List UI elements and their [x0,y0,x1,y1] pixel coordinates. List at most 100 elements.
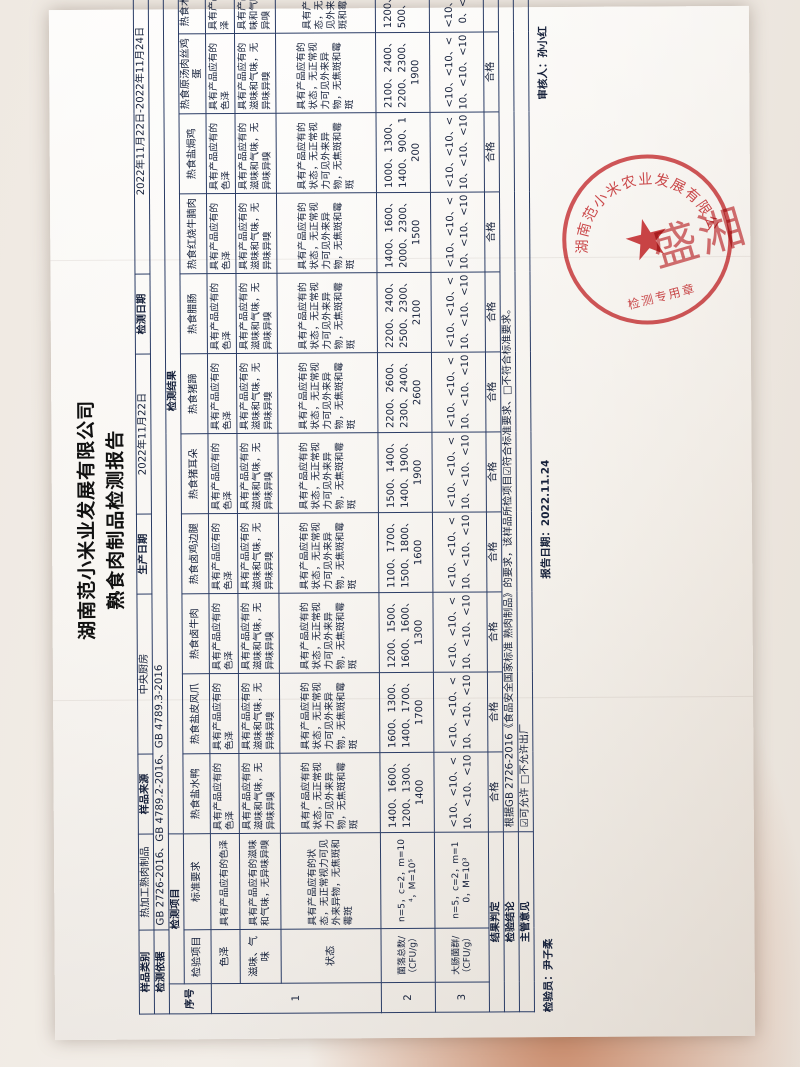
verdict-3: 合格 [487,591,503,672]
value-taste-6: 具有产品应有的滋味和气味，无异味异嗅 [236,353,279,434]
value-state-7: 具有产品应有的状态，无正常视力可见外来异物，无焦斑和霉斑 [277,272,378,354]
value-coliform-5: <10、<10、<10、<10、<10 [432,431,487,513]
table-row: 2 菌落总数/（CFU/g） n=5，c=2，m=10⁴，M=10⁵ 1400、… [375,0,436,1013]
value-coliform-4: <10、<10、<10、<10、<10 [432,511,488,593]
value-state-8: 具有产品应有的状态，无正常视力可见外来异物，无焦斑和霉斑 [276,192,378,274]
value-taste-8: 具有产品应有的滋味和气味，无异味异嗅 [235,193,278,274]
verdict-7: 合格 [485,271,501,352]
value-color-6: 具有产品应有的色泽 [207,353,238,434]
value-aerobic-2: 1600、1300、1400、1700、1700 [379,672,434,753]
value-taste-9: 具有产品应有的滋味和气味，无异味异嗅 [235,113,277,194]
row-no-3: 3 [435,981,490,1013]
value-color-3: 具有产品应有的色泽 [209,593,239,674]
col-product-5: 热食猪耳朵 [181,433,209,514]
row-no-1: 1 [211,982,382,1014]
value-coliform-1: <10、<10、<10、<10、<10 [433,751,489,833]
sample-category-value: 热加工熟肉制品 [138,834,155,931]
value-color-7: 具有产品应有的色泽 [207,273,237,354]
verdict-2: 合格 [487,671,504,752]
col-product-2: 热食盐皮风爪 [182,673,211,754]
col-product-9: 热食盐焗鸡 [179,113,207,194]
col-product-6: 热食猪蹄 [180,353,209,434]
value-aerobic-9: 1000、1300、1400、900、1200 [376,112,431,193]
verdict-9: 合格 [484,111,500,192]
value-coliform-2: <10、<10、<10、<10、<10 [433,671,488,753]
value-state-3: 具有产品应有的状态，无正常视力可见外来异物，无焦斑和霉斑 [279,592,380,674]
value-aerobic-7: 2200、2400、2500、2300、2100 [377,272,432,353]
table-row: 3 大肠菌群/（CFU/g） n=5，c=2，m=10，M=10³ <10、<1… [429,0,490,1013]
row-no-2: 2 [381,982,436,1013]
item-state: 状态 [281,928,382,984]
produce-date-value: 2022年11月22日 [135,354,152,515]
value-coliform-7: <10、<10、<10、<10、<10 [431,271,486,353]
item-aerobic: 菌落总数/（CFU/g） [381,928,436,983]
item-coliform: 大肠菌群/（CFU/g） [435,927,490,983]
value-taste-2: 具有产品应有的滋味和气味，无异味异嗅 [238,673,280,754]
verdict-8: 合格 [484,191,501,272]
value-color-4: 具有产品应有的色泽 [208,513,239,594]
standard-coliform: n=5，c=2，m=10，M=10³ [434,831,490,929]
value-color-11: 具有产品应有的色泽 [205,0,235,34]
value-color-2: 具有产品应有的色泽 [209,673,240,754]
basis-label: 检测依据 [154,929,170,1015]
value-taste-3: 具有产品应有的滋味和气味，无异味异嗅 [238,593,280,674]
value-aerobic-3: 1200、1500、1600、1600、1300 [379,592,434,673]
item-taste: 滋味、气味 [240,929,282,984]
sample-category-label: 样品类别 [138,930,155,1015]
col-product-7: 热食腊肠 [180,273,208,354]
reviewer-name: 审核人：孙小红 [537,26,550,100]
test-date-label: 检测日期 [134,274,151,355]
value-coliform-11: <10、<10、<10、<10、<10 [429,0,484,33]
value-color-8: 具有产品应有的色泽 [206,193,237,274]
col-product-10: 热食原汤肉丝鸡蛋 [178,33,207,114]
sample-source-label: 样品来源 [137,754,154,835]
value-coliform-6: <10、<10、<10、<10、<10 [431,351,487,433]
produce-date-label: 生产日期 [136,514,152,595]
page-title-line2: 熟食肉制品检测报告 [104,429,128,610]
value-coliform-3: <10、<10、<10、<10、<10 [433,591,488,673]
col-product-3: 热食卤牛肉 [182,593,210,674]
value-taste-4: 具有产品应有的滋味和气味，无异味异嗅 [237,513,280,594]
item-color: 色泽 [211,929,241,984]
verdict-6: 合格 [485,351,502,432]
col-product-8: 热食红烧牛腩肉 [179,193,208,274]
verdict-1: 合格 [487,751,504,832]
value-coliform-10: <10、<10、<10、<10、<10 [429,31,485,113]
value-taste-1: 具有产品应有的滋味和气味，无异味异嗅 [239,753,281,834]
verdict-11: 合格 [483,0,499,32]
value-aerobic-8: 1400、1600、2000、2300、1500 [376,192,432,273]
standard-state: 具有产品应有的状态，无正常视力可见外来异物，无焦斑和霉斑 [280,832,382,930]
sample-source-value: 中央厨房 [136,594,153,755]
col-standard: 标准要求 [183,833,212,930]
paper-sheet: 湖南范小米业发展有限公司 熟食肉制品检测报告 样品类别 [48,0,756,1041]
verdict-label: 结果判定 [488,831,505,1012]
value-coliform-8: <10、<10、<10、<10、<10 [430,191,486,273]
col-product-4: 热食卤鸡边腿 [181,513,210,594]
value-taste-5: 具有产品应有的滋味和气味，无异味异嗅 [237,433,279,514]
value-color-9: 具有产品应有的色泽 [206,113,236,194]
value-aerobic-6: 2200、2600、2300、2400、2600 [377,352,433,433]
value-state-10: 具有产品应有的状态，无正常视力可见外来异物，无焦斑和霉斑 [275,32,377,114]
page-title-line1: 湖南范小米业发展有限公司 [75,399,99,641]
value-aerobic-10: 2100、2400、2200、2300、1900 [375,32,431,113]
test-date-value: 2022年11月22日-2022年11月24日 [132,0,151,275]
report-date: 报告日期：2022.11.24 [539,459,553,579]
inspector-name: 检验员：尹子柔 [542,938,556,1013]
value-aerobic-11: 1200、1500、1500、1800、1700 [375,0,430,33]
value-color-10: 具有产品应有的色泽 [205,33,236,114]
col-product-11: 热食木耳肉丝鸡蛋 [178,0,206,34]
value-taste-10: 具有产品应有的滋味和气味，无异味异嗅 [234,33,277,114]
verdict-5: 合格 [486,431,502,512]
value-aerobic-5: 1500、1400、1400、1900、1900 [378,432,433,513]
value-coliform-9: <10、<10、<10、<10、<10 [430,111,485,193]
value-state-4: 具有产品应有的状态，无正常视力可见外来异物，无焦斑和霉斑 [278,512,380,594]
conclusion-label: 检验结论 [503,831,520,1012]
col-product-1: 热食盐水鸭 [182,753,211,834]
col-item: 检验项目 [184,929,212,984]
value-state-2: 具有产品应有的状态，无正常视力可见外来异物，无焦斑和霉斑 [279,672,380,754]
col-no: 序号 [169,983,212,1014]
value-taste-11: 具有产品应有的滋味和气味，无异味异嗅 [234,0,276,34]
value-state-5: 具有产品应有的状态，无正常视力可见外来异物，无焦斑和霉斑 [278,432,379,514]
value-taste-7: 具有产品应有的滋味和气味，无异味异嗅 [236,273,278,354]
value-aerobic-1: 1400、1600、1200、1300、1400 [379,752,435,833]
